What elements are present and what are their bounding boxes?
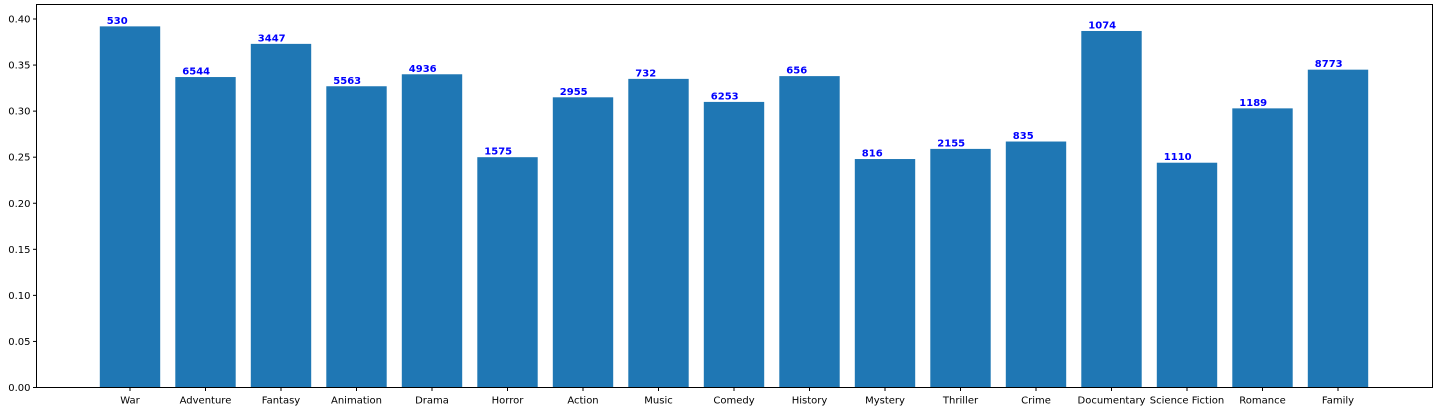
- y-tick-label-3: 0.15: [8, 245, 30, 256]
- bars-group: [99, 26, 1369, 388]
- x-tick-label-crime: Crime: [1021, 396, 1051, 407]
- x-tick-label-fantasy: Fantasy: [262, 396, 301, 407]
- bar-thriller: [930, 148, 991, 388]
- y-tick-label-8: 0.40: [8, 15, 30, 26]
- data-label-documentary: 1074: [1088, 20, 1116, 31]
- x-tick-label-drama: Drama: [415, 396, 449, 407]
- plot-frame: [36, 4, 1433, 388]
- data-label-fantasy: 3447: [258, 33, 286, 44]
- bar-history: [779, 76, 840, 388]
- x-tick-label-family: Family: [1322, 396, 1354, 407]
- x-tick-label-history: History: [792, 396, 828, 407]
- bar-comedy: [703, 101, 765, 388]
- bar-music: [628, 78, 689, 388]
- data-label-animation: 5563: [333, 76, 361, 87]
- x-tick-label-thriller: Thriller: [942, 396, 979, 407]
- x-tick-label-adventure: Adventure: [180, 396, 232, 407]
- bar-action: [552, 97, 614, 388]
- data-label-history: 656: [786, 66, 807, 77]
- bar-drama: [401, 74, 463, 388]
- bar-romance: [1232, 108, 1293, 388]
- data-label-mystery: 816: [862, 149, 883, 160]
- y-tick-label-6: 0.30: [8, 107, 30, 118]
- x-tick-label-animation: Animation: [331, 396, 382, 407]
- data-label-family: 8773: [1315, 59, 1343, 70]
- y-tick-label-7: 0.35: [8, 61, 30, 72]
- x-tick-label-music: Music: [644, 396, 672, 407]
- data-label-war: 530: [107, 16, 128, 27]
- x-tick-label-romance: Romance: [1239, 396, 1285, 407]
- bar-crime: [1005, 141, 1067, 388]
- bar-family: [1307, 69, 1369, 388]
- data-label-thriller: 2155: [937, 138, 965, 149]
- data-label-adventure: 6544: [182, 67, 210, 78]
- x-tick-label-action: Action: [567, 396, 598, 407]
- data-label-romance: 1189: [1239, 98, 1267, 109]
- x-tick-label-comedy: Comedy: [713, 396, 754, 407]
- data-label-drama: 4936: [409, 64, 437, 75]
- x-tick-label-documentary: Documentary: [1078, 396, 1146, 407]
- data-labels-group: 530 6544 3447 5563 4936 1575 2955 732 6253 656 816…: [107, 16, 1343, 163]
- y-tick-label-5: 0.25: [8, 153, 30, 164]
- bar-documentary: [1081, 30, 1142, 388]
- x-tick-label-horror: Horror: [492, 396, 525, 407]
- y-tick-label-4: 0.20: [8, 199, 30, 210]
- y-tick-label-2: 0.10: [8, 291, 30, 302]
- x-tick-label-war: War: [120, 396, 140, 407]
- data-label-action: 2955: [560, 87, 588, 98]
- x-tick-label-mystery: Mystery: [865, 396, 905, 407]
- bar-adventure: [175, 77, 236, 388]
- data-label-crime: 835: [1013, 131, 1034, 142]
- x-tick-label-science-fiction: Science Fiction: [1150, 396, 1224, 407]
- data-label-music: 732: [635, 68, 656, 79]
- bar-horror: [477, 157, 538, 388]
- data-label-comedy: 6253: [711, 91, 739, 102]
- y-axis: 0.00 0.05 0.10 0.15 0.20 0.25 0.30 0.35 0.40: [8, 15, 37, 394]
- bar-war: [99, 26, 161, 388]
- bar-mystery: [854, 159, 916, 388]
- data-label-horror: 1575: [484, 147, 512, 158]
- bar-fantasy: [250, 43, 312, 388]
- bar-animation: [326, 86, 387, 388]
- bar-science-fiction: [1156, 162, 1218, 388]
- x-axis: War Adventure Fantasy Animation Drama Horror A…: [120, 387, 1354, 407]
- y-tick-label-1: 0.05: [8, 337, 30, 348]
- data-label-science-fiction: 1110: [1164, 152, 1192, 163]
- y-tick-label-0: 0.00: [8, 383, 30, 394]
